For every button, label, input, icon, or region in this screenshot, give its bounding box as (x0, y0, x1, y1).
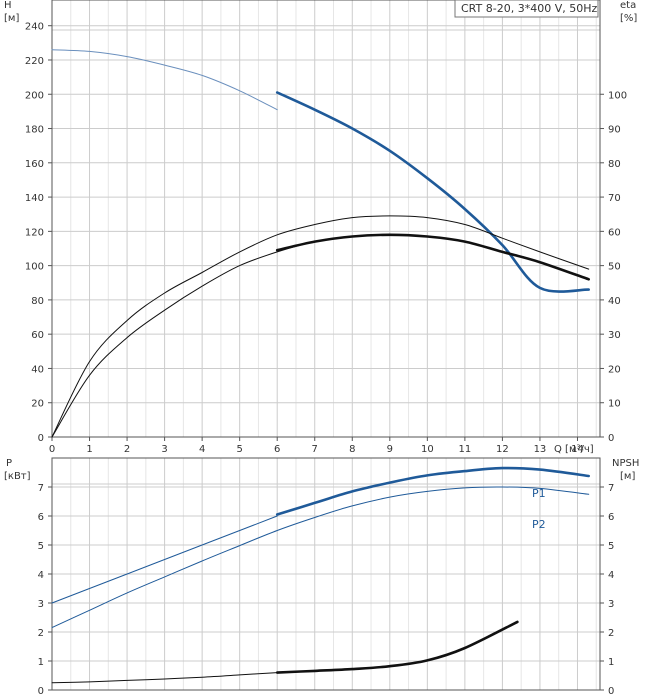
y-left-tick-label: 40 (31, 364, 44, 375)
y-left-tick-label: 140 (25, 193, 44, 204)
y-left-tick-label: 6 (38, 512, 44, 523)
series-label-p2: P2 (532, 518, 546, 531)
series-line-1-1 (275, 466, 590, 516)
top-y-right-label-line2: [%] (620, 13, 637, 24)
x-tick-label: 2 (124, 444, 130, 455)
y-left-tick-label: 240 (25, 22, 44, 33)
y-left-tick-label: 180 (25, 125, 44, 136)
y-left-tick-label: 100 (25, 262, 44, 273)
x-tick-label: 0 (49, 444, 55, 455)
y-right-tick-label: 10 (608, 399, 621, 410)
series-line-0-0 (51, 49, 278, 111)
y-right-tick-label: 6 (608, 512, 614, 523)
x-tick-label: 8 (349, 444, 355, 455)
top-y-left-label-line2: [м] (4, 13, 19, 24)
series-line-0-1 (275, 91, 590, 293)
x-tick-label: 6 (274, 444, 280, 455)
series-label-p1: P1 (532, 487, 546, 500)
bottom-y-left-label-line1: P (6, 458, 12, 469)
y-left-tick-label: 3 (38, 599, 44, 610)
y-left-tick-label: 200 (25, 90, 44, 101)
y-right-tick-label: 70 (608, 193, 621, 204)
y-left-tick-label: 80 (31, 296, 44, 307)
plot-frame (51, 0, 601, 438)
y-left-tick-label: 5 (38, 541, 44, 552)
y-right-tick-label: 40 (608, 296, 621, 307)
y-left-tick-label: 120 (25, 227, 44, 238)
series-line-1-0 (51, 515, 278, 604)
x-tick-label: 9 (387, 444, 393, 455)
y-right-tick-label: 60 (608, 227, 621, 238)
x-tick-label: 12 (496, 444, 509, 455)
series-line-0-2 (51, 215, 590, 438)
y-left-tick-label: 4 (38, 570, 44, 581)
x-tick-label: 14 (571, 444, 584, 455)
y-right-tick-label: 3 (608, 599, 614, 610)
y-right-tick-label: 30 (608, 330, 621, 341)
y-right-tick-label: 7 (608, 483, 614, 494)
y-left-tick-label: 160 (25, 159, 44, 170)
y-left-tick-label: 1 (38, 657, 44, 668)
y-right-tick-label: 100 (608, 90, 627, 101)
series-line-1-3 (51, 672, 278, 684)
axes (48, 0, 604, 691)
x-axis-label: Q [м³/ч] (554, 444, 594, 455)
y-right-tick-label: 50 (608, 262, 621, 273)
series (51, 49, 590, 684)
bottom-y-right-label-line1: NPSH (612, 458, 639, 469)
series-line-1-2 (51, 486, 590, 629)
series-line-1-4 (275, 620, 519, 674)
y-right-tick-label: 4 (608, 570, 614, 581)
bottom-y-right-label-line2: [м] (620, 471, 635, 482)
top-y-left-label-line1: H (4, 0, 12, 11)
y-right-tick-label: 90 (608, 125, 621, 136)
x-tick-label: 7 (312, 444, 318, 455)
y-right-tick-label: 20 (608, 364, 621, 375)
y-right-tick-label: 0 (608, 686, 614, 697)
x-tick-label: 1 (86, 444, 92, 455)
y-left-tick-label: 220 (25, 56, 44, 67)
bottom-y-left-label-line2: [кВт] (4, 471, 31, 482)
x-tick-label: 13 (534, 444, 547, 455)
legend-box (454, 0, 599, 18)
y-right-tick-label: 80 (608, 159, 621, 170)
grid (51, 0, 600, 691)
y-left-tick-label: 2 (38, 628, 44, 639)
y-left-tick-label: 0 (38, 686, 44, 697)
series-line-0-4 (275, 233, 590, 281)
legend-text: CRT 8-20, 3*400 V, 50Hz (461, 2, 597, 15)
top-y-right-label-line1: eta (620, 0, 636, 11)
y-left-tick-label: 20 (31, 399, 44, 410)
x-tick-label: 4 (199, 444, 205, 455)
y-right-tick-label: 1 (608, 657, 614, 668)
y-left-tick-label: 7 (38, 483, 44, 494)
x-tick-label: 10 (421, 444, 434, 455)
y-right-tick-label: 0 (608, 433, 614, 444)
y-right-tick-label: 5 (608, 541, 614, 552)
tick-labels: 0204060801001201401601802002202400102030… (25, 22, 627, 697)
x-tick-label: 3 (161, 444, 167, 455)
x-tick-label: 5 (236, 444, 242, 455)
x-tick-label: 11 (459, 444, 472, 455)
y-right-tick-label: 2 (608, 628, 614, 639)
y-left-tick-label: 0 (38, 433, 44, 444)
y-left-tick-label: 60 (31, 330, 44, 341)
